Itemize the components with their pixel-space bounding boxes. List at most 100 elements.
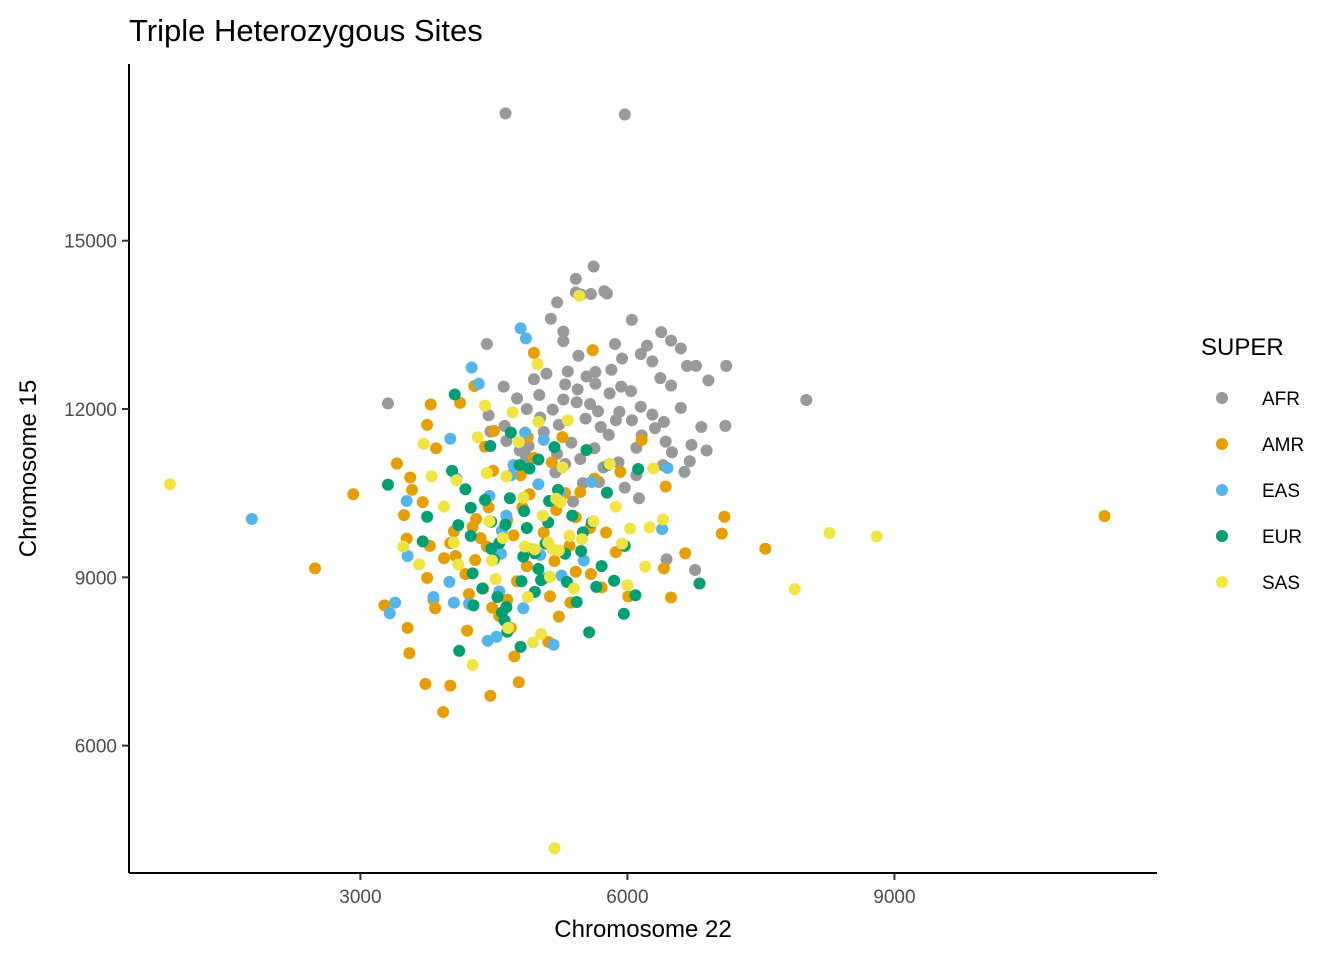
legend-label: AMR	[1262, 435, 1304, 456]
data-point	[401, 550, 414, 563]
data-point	[557, 393, 570, 406]
data-point	[448, 388, 461, 401]
data-point	[602, 428, 615, 441]
data-point	[625, 414, 638, 427]
data-point	[556, 461, 569, 474]
data-point	[546, 403, 559, 416]
x-tick-label: 9000	[873, 887, 915, 908]
plot-area: 3000 6000 9000 6000 9000 12000 15000	[64, 64, 1157, 908]
data-point	[574, 452, 587, 465]
data-point	[421, 571, 434, 584]
data-point	[587, 260, 600, 273]
data-point	[718, 510, 731, 523]
data-point	[647, 462, 660, 475]
data-point	[163, 478, 176, 491]
data-point	[532, 562, 545, 575]
data-point	[584, 288, 597, 301]
data-point	[570, 396, 583, 409]
data-point	[491, 590, 504, 603]
data-point	[547, 638, 560, 651]
data-point	[616, 352, 629, 365]
data-point	[503, 492, 516, 505]
data-point	[693, 577, 706, 590]
legend-item: EUR	[1216, 527, 1302, 548]
data-point	[515, 575, 528, 588]
chart-title: Triple Heterozygous Sites	[129, 13, 483, 48]
data-point	[429, 602, 442, 615]
data-point	[480, 337, 493, 350]
data-point	[416, 496, 429, 509]
data-point	[621, 579, 634, 592]
data-point	[577, 554, 590, 567]
data-point	[450, 474, 463, 487]
data-point	[527, 636, 540, 649]
legend-label: EUR	[1262, 527, 1302, 548]
data-point	[421, 510, 434, 523]
data-point	[504, 426, 517, 439]
data-points	[163, 107, 1111, 855]
data-point	[674, 342, 687, 355]
data-point	[309, 562, 322, 575]
legend-key	[1216, 530, 1228, 542]
data-point	[520, 403, 533, 416]
y-tick-label: 15000	[64, 232, 117, 253]
data-point	[443, 575, 456, 588]
data-point	[609, 546, 622, 559]
data-point	[576, 533, 589, 546]
data-point	[618, 481, 631, 494]
data-point	[404, 471, 417, 484]
data-point	[557, 325, 570, 338]
data-point	[486, 601, 499, 614]
legend-item: SAS	[1216, 573, 1300, 594]
legend-label: AFR	[1262, 389, 1300, 410]
data-point	[401, 621, 414, 634]
data-point	[543, 570, 556, 583]
data-point	[421, 418, 434, 431]
data-point	[629, 589, 642, 602]
data-point	[532, 478, 545, 491]
data-point	[557, 335, 570, 348]
data-point	[571, 383, 584, 396]
data-point	[583, 626, 596, 639]
data-point	[499, 518, 512, 531]
data-point	[646, 355, 659, 368]
data-point	[643, 521, 656, 534]
data-point	[499, 107, 512, 120]
legend-key	[1216, 438, 1228, 450]
data-point	[519, 426, 532, 439]
data-point	[616, 537, 629, 550]
data-point	[609, 414, 622, 427]
data-point	[430, 442, 443, 455]
data-point	[513, 459, 526, 472]
data-point	[479, 399, 492, 412]
data-point	[551, 296, 564, 309]
data-point	[614, 465, 627, 478]
data-point	[641, 339, 654, 352]
data-point	[624, 385, 637, 398]
data-point	[522, 440, 535, 453]
data-point	[585, 475, 598, 488]
data-point	[517, 491, 530, 504]
data-point	[603, 458, 616, 471]
data-point	[484, 440, 497, 453]
data-point	[497, 380, 510, 393]
y-tick-label: 12000	[64, 400, 117, 421]
legend: SUPER AFR AMR EAS EUR SAS	[1201, 334, 1304, 594]
data-point	[416, 535, 429, 548]
data-point	[519, 332, 532, 345]
data-point	[417, 437, 430, 450]
data-point	[419, 677, 432, 690]
x-axis-title: Chromosome 22	[554, 916, 731, 943]
data-point	[639, 560, 652, 573]
y-tick-label: 6000	[75, 737, 117, 758]
data-point	[382, 397, 395, 410]
data-point	[537, 526, 550, 539]
data-point	[425, 470, 438, 483]
data-point	[592, 405, 605, 418]
data-point	[533, 389, 546, 402]
data-point	[624, 522, 637, 535]
data-point	[548, 555, 561, 568]
data-point	[532, 415, 545, 428]
data-point	[695, 420, 708, 433]
